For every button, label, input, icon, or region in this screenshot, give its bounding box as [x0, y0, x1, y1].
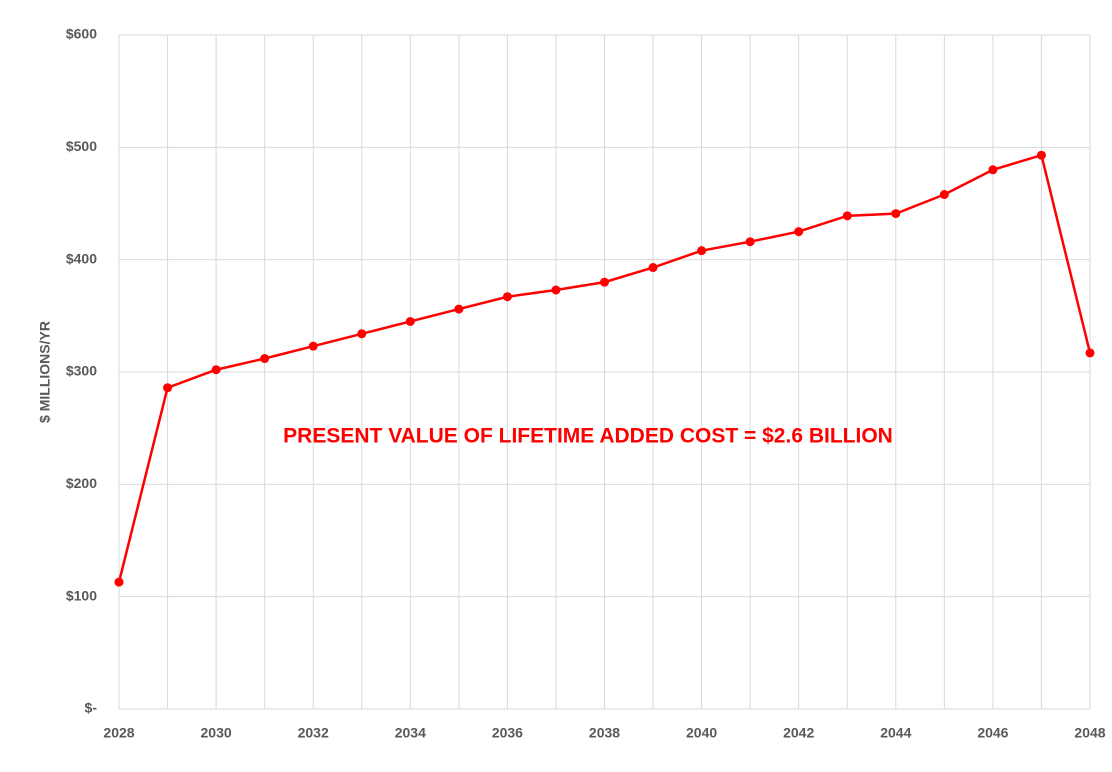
x-tick-label: 2046: [977, 725, 1008, 741]
data-point: [551, 285, 561, 295]
data-point: [891, 209, 901, 219]
data-point: [357, 329, 367, 339]
data-point: [502, 292, 512, 302]
data-point: [454, 304, 464, 314]
x-tick-label: 2036: [492, 725, 523, 741]
y-tick-label: $400: [66, 250, 97, 266]
x-tick-label: 2040: [686, 725, 717, 741]
data-point: [163, 383, 173, 393]
data-point: [405, 316, 415, 326]
data-point: [600, 277, 609, 287]
data-point: [988, 165, 998, 175]
x-tick-label: 2048: [1074, 725, 1105, 741]
y-tick-label: $500: [66, 138, 97, 154]
data-point: [648, 263, 658, 273]
x-tick-label: 2038: [589, 725, 620, 741]
data-point: [745, 237, 755, 247]
data-point: [260, 354, 270, 364]
data-point: [1036, 150, 1046, 160]
data-point: [697, 246, 707, 256]
data-point: [842, 211, 852, 221]
y-tick-label: $600: [66, 26, 97, 42]
x-tick-label: 2030: [201, 725, 232, 741]
x-tick-label: 2034: [395, 725, 426, 741]
data-point: [1085, 348, 1095, 358]
data-point: [308, 341, 318, 351]
x-tick-label: 2042: [783, 725, 814, 741]
data-point: [211, 365, 221, 375]
data-point: [794, 227, 804, 237]
y-tick-label: $200: [66, 475, 97, 491]
y-axis-label: $ MILLIONS/YR: [37, 321, 53, 423]
x-tick-label: 2028: [103, 725, 134, 741]
x-tick-label: 2044: [880, 725, 911, 741]
data-point: [939, 190, 949, 200]
data-point: [114, 577, 124, 587]
x-tick-label: 2032: [298, 725, 329, 741]
y-tick-label: $100: [66, 587, 97, 603]
y-tick-label: $-: [85, 700, 98, 716]
annotation: PRESENT VALUE OF LIFETIME ADDED COST = $…: [283, 425, 893, 448]
y-tick-label: $300: [66, 363, 97, 379]
